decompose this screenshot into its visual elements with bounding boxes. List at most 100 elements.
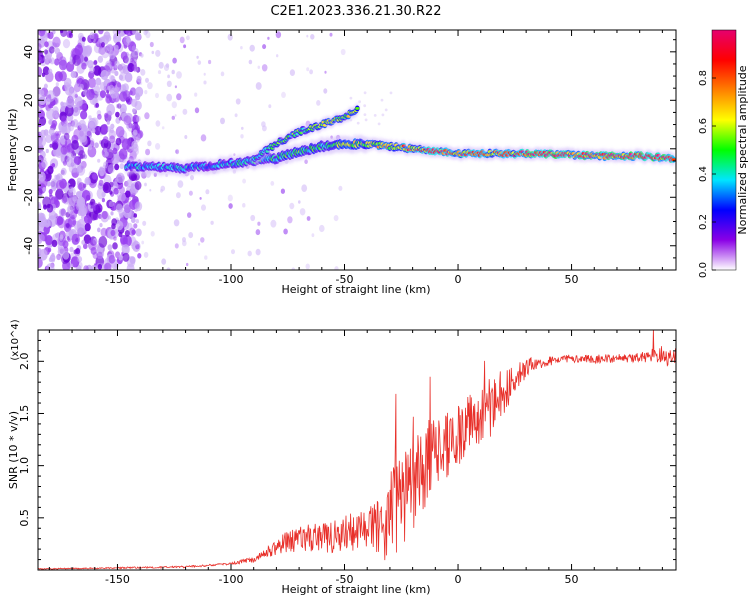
noise-speckle [306,216,311,221]
snr-x-label: Height of straight line (km) [281,583,430,596]
noise-speckle [135,93,141,101]
noise-speckle [67,186,76,198]
noise-speckle [161,126,165,130]
noise-speckle [87,217,93,224]
noise-speckle [93,33,99,40]
noise-speckle [147,140,152,147]
noise-speckle [255,229,261,236]
noise-speckle [119,108,126,116]
snr-x-ticks: -150 -100 -50 0 50 [48,330,663,586]
noise-speckle [275,31,282,39]
spectrogram-y-label: Frequency (Hz) [6,109,19,192]
noise-speckle [119,192,126,202]
x-tick-label: -150 [105,573,130,586]
noise-speckle [114,163,120,171]
noise-speckle [39,234,45,242]
noise-speckle [65,157,74,168]
noise-speckle [128,122,133,129]
noise-speckle [250,214,256,222]
noise-speckle [99,223,103,228]
noise-speckle [176,93,182,101]
noise-speckle [333,215,339,222]
x-tick-label: -150 [105,273,130,286]
noise-speckle [75,53,84,64]
noise-speckle [71,139,79,150]
snr-panel: -150 -100 -50 0 50 0.5 1.0 1.5 2.0 Height of st… [7,319,677,596]
noise-speckle [116,172,125,184]
spectrogram-x-label: Height of straight line (km) [281,283,430,296]
noise-speckle [262,44,267,50]
noise-speckle [66,205,73,214]
noise-speckle [116,220,124,231]
noise-speckle [101,123,108,132]
noise-speckle [38,43,42,51]
x-tick-label: -100 [219,573,244,586]
noise-speckle [137,253,142,259]
noise-speckle [99,170,104,177]
noise-speckle [118,63,127,74]
noise-speckle [49,46,55,54]
noise-speckle [109,87,119,99]
noise-speckle [107,85,111,91]
noise-speckle [51,239,58,248]
noise-speckle [338,185,343,191]
noise-speckle [340,48,346,56]
colorbar: 0.0 0.2 0.4 0.6 0.8 Normalized spectral ampl… [698,29,749,278]
noise-speckle [255,248,261,256]
noise-speckle [46,263,55,270]
noise-speckle [199,197,202,200]
noise-speckle [182,240,187,247]
noise-speckle [46,203,51,209]
noise-speckle [306,67,310,72]
noise-speckle [65,223,70,229]
noise-speckle [55,82,59,87]
noise-speckle [144,90,148,95]
noise-speckle [84,56,88,62]
noise-speckle [184,135,188,139]
noise-speckle [311,233,315,238]
noise-speckle [108,254,116,264]
noise-speckle [38,187,43,196]
noise-speckle [120,51,128,60]
noise-speckle [131,217,136,224]
noise-speckle [186,262,189,267]
noise-speckle [41,159,48,168]
colorbar-tick-label: 0.4 [698,166,709,182]
colorbar-label: Normalized spectral amplitude [736,65,749,234]
noise-speckle [204,255,208,260]
noise-speckle [114,60,120,69]
faint-echo [373,114,377,117]
noise-speckle [299,208,306,216]
noise-speckle [76,223,86,235]
noise-speckle [155,49,161,57]
noise-speckle [71,104,81,117]
noise-speckle [171,101,177,109]
noise-speckle [51,163,56,168]
noise-speckle [78,182,85,191]
noise-speckle [145,148,151,156]
snr-y-label: SNR (10 * v/v) [7,411,20,489]
noise-speckle [106,126,112,132]
noise-speckle [55,188,64,200]
noise-speckle [107,244,113,251]
y-tick-label: 40 [22,45,35,59]
noise-speckle [247,250,252,257]
noise-speckle [270,219,277,228]
noise-speckle [84,177,91,186]
noise-speckle [136,75,142,83]
snr-y-ticks: 0.5 1.0 1.5 2.0 [18,339,676,561]
noise-speckle [42,187,47,192]
noise-speckle [124,204,131,214]
noise-speckle [174,243,179,249]
noise-speckle [118,254,123,261]
noise-speckle [151,50,155,55]
noise-speckle [136,130,144,139]
y-tick-label: 0.5 [18,509,31,527]
colorbar-tick-label: 0.6 [698,118,709,134]
noise-speckle [106,120,110,125]
noise-speckle [126,179,133,188]
x-tick-label: 0 [455,573,462,586]
noise-speckle [131,30,139,36]
noise-speckle [48,128,55,136]
noise-speckle [110,229,116,237]
